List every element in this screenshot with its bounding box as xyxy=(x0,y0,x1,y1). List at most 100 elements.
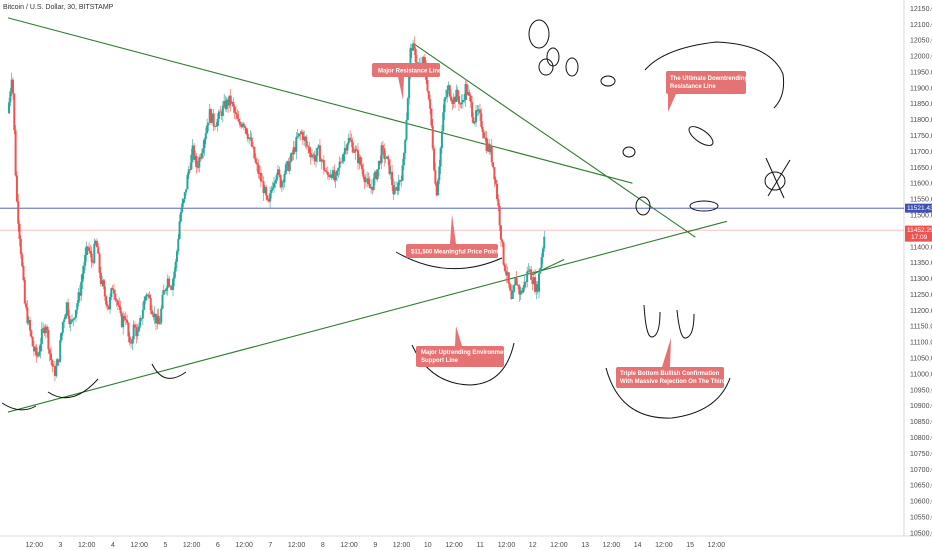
trendline xyxy=(7,220,727,413)
candle-body xyxy=(206,125,209,134)
candle-body xyxy=(296,136,299,138)
candle-body xyxy=(190,154,193,170)
candle-body xyxy=(116,300,119,306)
candle-body xyxy=(308,147,311,153)
price-tick-label: 10850.00 xyxy=(910,419,932,426)
candle-body xyxy=(338,161,341,168)
candle-body xyxy=(333,170,336,181)
candle-body xyxy=(233,106,236,113)
time-tick-label: 12:00 xyxy=(78,542,96,549)
candle-body xyxy=(169,286,172,288)
candle-body xyxy=(149,297,152,311)
candle-body xyxy=(456,89,459,97)
candle-body xyxy=(220,112,223,116)
candle-body xyxy=(93,243,96,263)
candle-body xyxy=(464,84,467,100)
candle-body xyxy=(89,251,92,254)
price-tick-label: 12150.00 xyxy=(910,6,932,13)
candle-body xyxy=(370,186,373,189)
candle-body xyxy=(510,290,513,299)
candle-body xyxy=(475,110,478,122)
candle-body xyxy=(486,143,489,152)
candle-body xyxy=(186,174,189,190)
candle-body xyxy=(57,359,60,362)
candle-body xyxy=(267,199,270,202)
callout-uptrend-support: Major Uptrending Environment Support Lin… xyxy=(416,326,509,367)
candle-body xyxy=(227,99,230,106)
candle-body xyxy=(358,157,361,164)
price-tag-label: 11452.29 xyxy=(907,227,932,234)
time-tick-label: 12:00 xyxy=(708,542,726,549)
candle-body xyxy=(465,84,468,96)
candle-body xyxy=(84,255,87,266)
candle-body xyxy=(290,153,293,162)
candle-body xyxy=(393,188,396,195)
candle-body xyxy=(242,123,245,127)
candle-body xyxy=(473,121,476,124)
candle-body xyxy=(316,147,319,156)
callout-label: $11,500 Meaningful Price Point xyxy=(411,250,499,256)
candle-body xyxy=(101,280,104,284)
candle-body xyxy=(158,322,161,325)
candle-body xyxy=(498,206,501,226)
candle-body xyxy=(221,105,224,116)
candle-body xyxy=(229,95,232,104)
candle-body xyxy=(522,287,525,293)
candle-body xyxy=(356,150,359,164)
candle-body xyxy=(141,309,144,319)
price-tick-label: 11100.00 xyxy=(910,340,932,347)
drawing-circle-6 xyxy=(622,146,636,158)
candle-body xyxy=(459,103,462,105)
candle-body xyxy=(303,136,306,141)
candle-body xyxy=(353,152,356,154)
candle-body xyxy=(328,175,331,178)
candle-body xyxy=(527,270,530,272)
candle-body xyxy=(404,139,407,154)
drawing-arc-2 xyxy=(47,378,99,399)
candle-body xyxy=(499,225,502,240)
candle-body xyxy=(434,170,437,184)
candle-body xyxy=(514,278,517,286)
candle-body xyxy=(40,329,43,345)
candle-body xyxy=(200,153,203,159)
candle-body xyxy=(501,239,504,243)
candle-body xyxy=(275,175,278,181)
candle-body xyxy=(26,307,29,324)
candle-body xyxy=(442,112,445,132)
candle-body xyxy=(292,147,295,155)
candle-body xyxy=(461,99,464,103)
callout-label: Major Resistance Line xyxy=(378,69,442,75)
candle-body xyxy=(385,156,388,159)
candle-body xyxy=(263,186,266,194)
candle-body xyxy=(95,240,98,248)
candle-body xyxy=(234,112,237,115)
candle-body xyxy=(332,170,335,179)
candle-body xyxy=(309,152,312,158)
candle-body xyxy=(161,294,164,309)
candle-body xyxy=(376,169,379,180)
candle-body xyxy=(433,148,436,171)
candle-body xyxy=(257,164,260,174)
candle-body xyxy=(55,365,58,376)
price-tick-label: 10950.00 xyxy=(910,387,932,394)
candle-body xyxy=(372,178,375,190)
drawing-arc-7 xyxy=(644,41,785,109)
candle-body xyxy=(283,173,286,183)
price-tick-label: 11750.00 xyxy=(910,133,932,140)
candle-body xyxy=(131,339,134,344)
candle-body xyxy=(191,145,194,155)
candle-body xyxy=(130,342,133,344)
candle-body xyxy=(451,100,454,104)
drawing-u-2 xyxy=(676,309,695,339)
candle-body xyxy=(115,299,118,301)
trendline xyxy=(412,42,696,238)
drawing-circle-1 xyxy=(528,19,550,49)
drawing-u-1 xyxy=(643,304,661,338)
candle-body xyxy=(287,161,290,171)
candle-body xyxy=(162,290,165,295)
candle-body xyxy=(198,157,201,168)
candle-body xyxy=(532,277,535,284)
candle-body xyxy=(99,272,102,284)
drawing-circle-3 xyxy=(538,58,554,76)
